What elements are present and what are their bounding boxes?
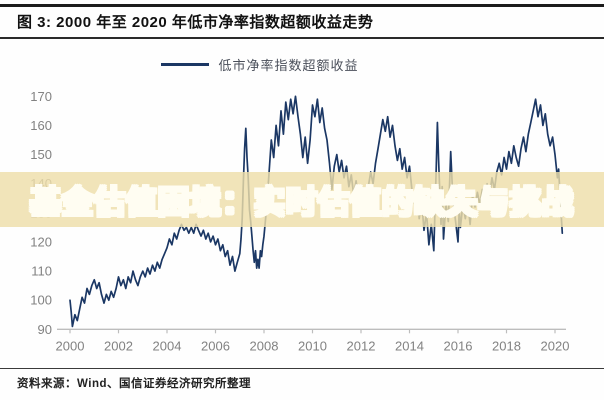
figure-title: 图 3: 2000 年至 2020 年低市净率指数超额收益走势 xyxy=(17,14,374,31)
y-axis-label: 160 xyxy=(30,118,52,133)
x-axis-label: 2008 xyxy=(250,338,279,353)
y-axis-label: 100 xyxy=(30,293,52,308)
x-axis-label: 2014 xyxy=(395,338,424,353)
x-axis-label: 2012 xyxy=(347,338,376,353)
footer-rule xyxy=(0,368,604,369)
y-axis-label: 110 xyxy=(31,264,52,279)
x-axis-label: 2016 xyxy=(444,338,473,353)
watermark-band: 基金估值困境：实时估值的缺失与挑战 xyxy=(0,172,604,227)
x-axis-label: 2002 xyxy=(104,338,133,353)
legend-label: 低市净率指数超额收益 xyxy=(218,58,359,73)
y-axis-label: 90 xyxy=(38,322,52,337)
title-rule xyxy=(0,37,604,39)
x-axis-label: 2004 xyxy=(153,338,182,353)
source-note: 资料来源：Wind、国信证券经济研究所整理 xyxy=(17,378,251,390)
x-axis-label: 2020 xyxy=(541,338,570,353)
chart-legend: 低市净率指数超额收益 xyxy=(0,55,562,74)
x-axis-label: 2000 xyxy=(56,338,85,353)
y-axis-label: 150 xyxy=(30,147,52,162)
top-rule xyxy=(0,4,604,7)
watermark-text: 基金估值困境：实时估值的缺失与挑战 xyxy=(30,177,574,222)
y-axis-label: 120 xyxy=(30,234,52,249)
y-axis-label: 170 xyxy=(30,89,52,104)
x-axis-label: 2018 xyxy=(492,338,521,353)
x-axis-label: 2010 xyxy=(298,338,327,353)
x-axis-label: 2006 xyxy=(201,338,230,353)
legend-line-swatch xyxy=(161,63,210,66)
